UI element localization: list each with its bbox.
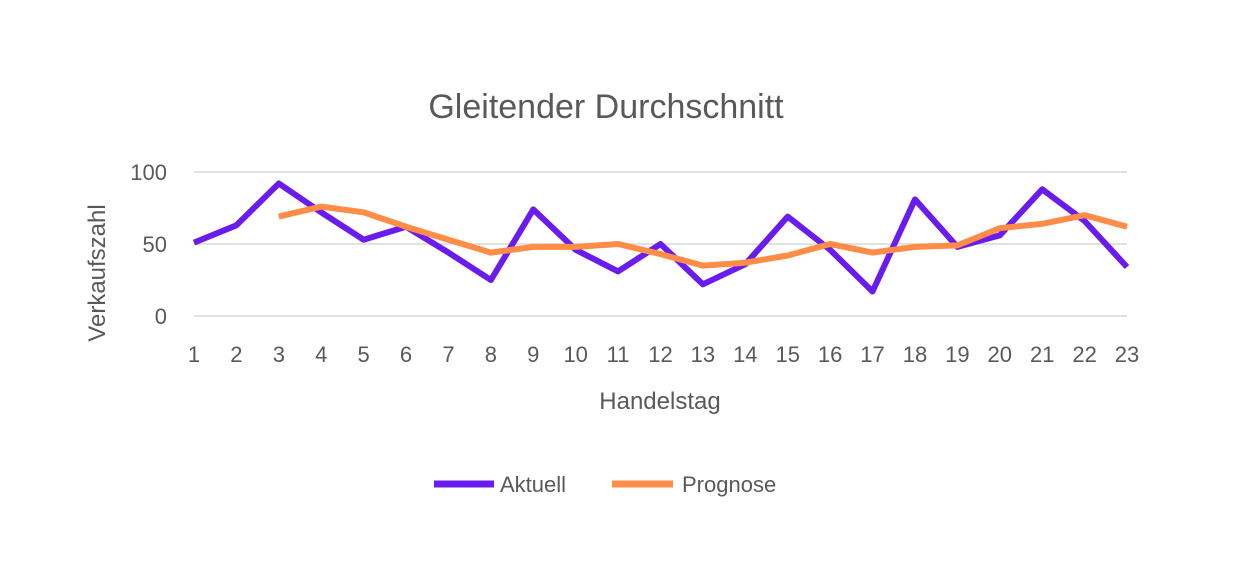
x-tick-label: 10 — [563, 342, 587, 367]
x-tick-label: 8 — [485, 342, 497, 367]
x-tick-label: 17 — [860, 342, 884, 367]
x-tick-label: 2 — [230, 342, 242, 367]
x-tick-label: 22 — [1072, 342, 1096, 367]
y-tick-label: 50 — [143, 232, 167, 257]
series-line-1 — [192, 180, 1130, 295]
x-tick-label: 6 — [400, 342, 412, 367]
x-tick-label: 18 — [903, 342, 927, 367]
legend-label-1: Aktuell — [500, 472, 566, 497]
y-tick-label: 100 — [130, 160, 167, 185]
x-tick-label: 1 — [188, 342, 200, 367]
x-tick-label: 5 — [358, 342, 370, 367]
x-tick-label: 19 — [945, 342, 969, 367]
x-tick-label: 13 — [691, 342, 715, 367]
x-axis-title: Handelstag — [599, 388, 720, 415]
legend-label-2: Prognose — [682, 472, 776, 497]
x-tick-label: 23 — [1115, 342, 1139, 367]
x-tick-label: 9 — [527, 342, 539, 367]
x-tick-label: 3 — [273, 342, 285, 367]
x-tick-label: 16 — [818, 342, 842, 367]
y-axis-title: Verkaufszahl — [84, 204, 111, 341]
series-line-2 — [278, 203, 1128, 269]
series-lines — [192, 180, 1130, 295]
x-tick-label: 15 — [775, 342, 799, 367]
legend: Aktuell Prognose — [434, 472, 776, 497]
y-axis-ticks: 0 50 100 — [130, 160, 167, 329]
x-tick-label: 14 — [733, 342, 757, 367]
x-tick-label: 11 — [607, 342, 630, 367]
y-tick-label: 0 — [155, 304, 167, 329]
x-tick-label: 4 — [315, 342, 327, 367]
x-axis-ticks: 1 2 3 4 5 6 7 8 9 10 11 12 13 14 15 16 17 18 19 20 21 22 23 — [188, 342, 1139, 367]
chart-title: Gleitender Durchschnitt — [428, 88, 784, 126]
x-tick-label: 20 — [988, 342, 1012, 367]
x-tick-label: 7 — [442, 342, 454, 367]
x-tick-label: 12 — [648, 342, 672, 367]
x-tick-label: 21 — [1030, 342, 1054, 367]
